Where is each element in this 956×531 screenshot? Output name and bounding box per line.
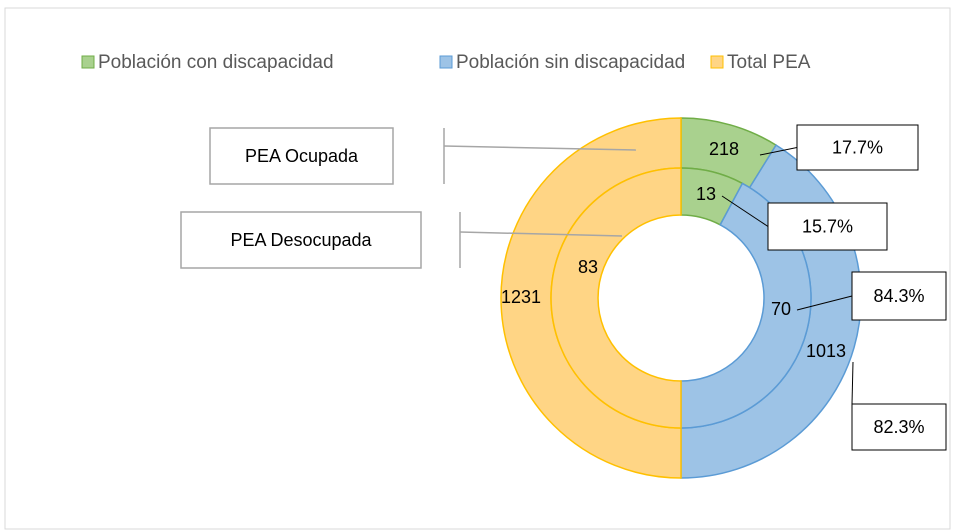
legend-swatch <box>81 55 95 69</box>
callout-box <box>851 403 947 451</box>
callout-leader <box>759 147 798 156</box>
callout-leader <box>721 195 769 227</box>
ring-leader <box>443 145 637 151</box>
percent-label: 17.7% <box>832 137 883 157</box>
legend-label: Total PEA <box>727 52 811 73</box>
data-label: 70 <box>771 299 791 319</box>
ring-name: PEA Desocupada <box>230 230 372 250</box>
legend-label: Población sin discapacidad <box>456 52 685 73</box>
percent-label: 82.3% <box>873 417 924 437</box>
ring-name-box <box>209 127 394 185</box>
wedge <box>550 167 682 429</box>
callout-box <box>796 124 919 171</box>
data-label: 13 <box>696 184 716 204</box>
percent-label: 84.3% <box>873 286 924 306</box>
callout-leader <box>796 295 853 311</box>
data-label: 83 <box>578 257 598 277</box>
data-label: 1231 <box>501 287 541 307</box>
callout-leader <box>851 361 854 405</box>
legend-swatch <box>710 55 724 69</box>
legend-label: Población con discapacidad <box>98 52 334 73</box>
callout-box <box>767 202 888 251</box>
percent-label: 15.7% <box>802 216 853 236</box>
legend-swatch <box>439 55 453 69</box>
ring-name-box <box>180 211 422 269</box>
data-label: 218 <box>709 139 739 159</box>
ring-leader <box>459 231 623 237</box>
ring-name: PEA Ocupada <box>245 146 359 166</box>
callout-box <box>851 271 947 321</box>
data-label: 1013 <box>806 341 846 361</box>
